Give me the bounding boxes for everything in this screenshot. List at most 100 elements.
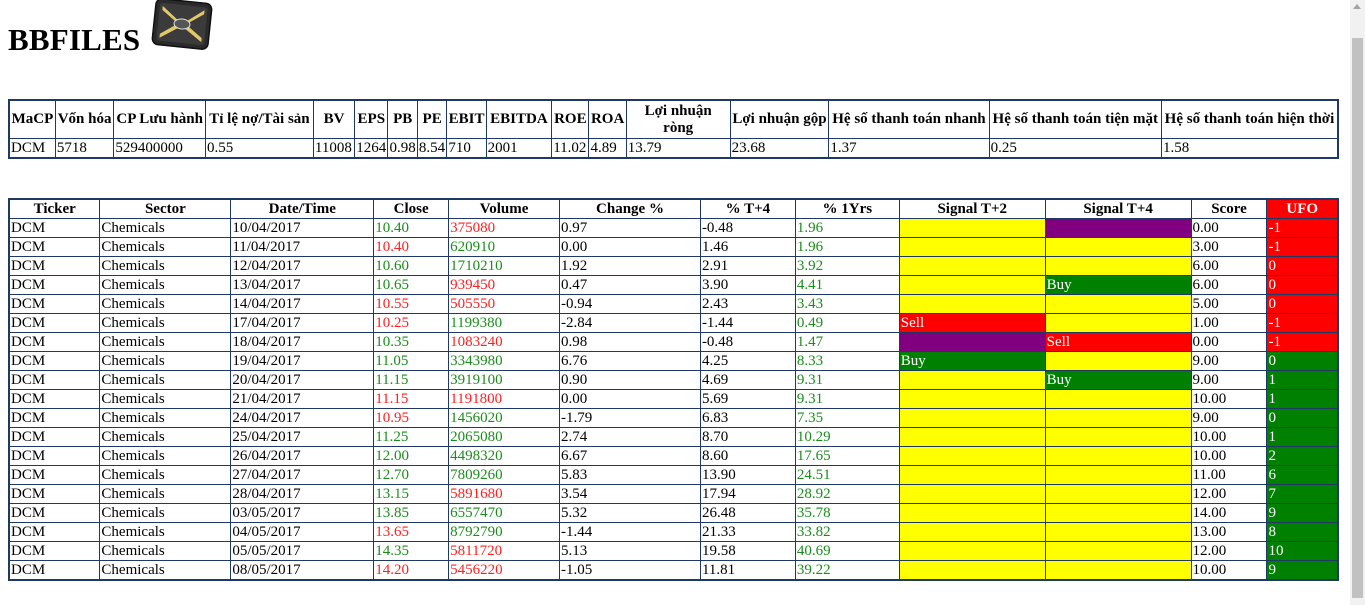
signal-t2-cell: [898, 332, 1046, 352]
ticker-cell: DCM: [8, 218, 101, 238]
column-header: UFO: [1266, 198, 1339, 219]
pct-t4-cell: 2.91: [699, 256, 796, 276]
date-cell: 18/04/2017: [230, 332, 375, 352]
close-cell: 11.15: [373, 389, 450, 409]
info-header-cell: ROE: [551, 99, 590, 139]
ticker-cell: DCM: [8, 275, 101, 295]
date-cell: 17/04/2017: [230, 313, 375, 333]
pct-t4-cell: 8.60: [699, 446, 796, 466]
column-header: Signal T+4: [1044, 198, 1192, 219]
table-row: DCM Chemicals 19/04/2017 11.05 3343980 6.76 4.…: [8, 351, 1339, 371]
pct-t4-cell: -1.44: [699, 313, 796, 333]
pct-t4-cell: 3.90: [699, 275, 796, 295]
volume-cell: 3343980: [448, 351, 561, 371]
sector-cell: Chemicals: [99, 256, 232, 276]
info-value-cell: 0.25: [988, 138, 1162, 159]
signal-t4-cell: [1044, 256, 1192, 276]
site-title: BBFILES: [8, 22, 141, 57]
change-cell: 0.90: [559, 370, 701, 390]
price-history-table: Ticker Sector Date/Time Close Volume Change %…: [8, 198, 1339, 581]
ufo-cell: 6: [1266, 465, 1339, 485]
info-header-cell: EPS: [354, 99, 389, 139]
pct-1yr-cell: 33.82: [794, 522, 900, 542]
score-cell: 10.00: [1190, 560, 1268, 581]
signal-t4-cell: [1044, 313, 1192, 333]
pct-t4-cell: 4.69: [699, 370, 796, 390]
pct-1yr-cell: 7.35: [794, 408, 900, 428]
info-header-cell: Hệ số thanh toán tiện mặt: [988, 99, 1162, 139]
score-cell: 0.00: [1190, 332, 1268, 352]
signal-t4-cell: [1044, 560, 1192, 581]
table-row: DCM Chemicals 28/04/2017 13.15 5891680 3.54 17…: [8, 484, 1339, 504]
signal-t2-cell: [898, 560, 1046, 581]
close-cell: 10.35: [373, 332, 450, 352]
ufo-cell: 9: [1266, 503, 1339, 523]
pct-t4-cell: 1.46: [699, 237, 796, 257]
ticker-cell: DCM: [8, 446, 101, 466]
scroll-thumb[interactable]: [1352, 38, 1363, 598]
date-cell: 28/04/2017: [230, 484, 375, 504]
ticker-cell: DCM: [8, 332, 101, 352]
pct-t4-cell: 19.58: [699, 541, 796, 561]
ticker-cell: DCM: [8, 541, 101, 561]
change-cell: 2.74: [559, 427, 701, 447]
score-cell: 9.00: [1190, 408, 1268, 428]
info-header-cell: Tỉ lệ nợ/Tài sản: [205, 99, 314, 139]
volume-cell: 375080: [448, 218, 561, 238]
change-cell: -0.94: [559, 294, 701, 314]
pct-t4-cell: 6.83: [699, 408, 796, 428]
close-cell: 10.25: [373, 313, 450, 333]
column-header: Close: [373, 198, 450, 219]
sector-cell: Chemicals: [99, 218, 232, 238]
score-cell: 5.00: [1190, 294, 1268, 314]
date-cell: 13/04/2017: [230, 275, 375, 295]
volume-cell: 7809260: [448, 465, 561, 485]
table-row: DCM Chemicals 27/04/2017 12.70 7809260 5.83 13…: [8, 465, 1339, 485]
score-cell: 6.00: [1190, 275, 1268, 295]
column-header: Sector: [99, 198, 232, 219]
info-value-cell: 0.55: [205, 138, 314, 159]
date-cell: 26/04/2017: [230, 446, 375, 466]
date-cell: 20/04/2017: [230, 370, 375, 390]
table-row: DCM Chemicals 10/04/2017 10.40 375080 0.97 -0.…: [8, 218, 1339, 238]
volume-cell: 5891680: [448, 484, 561, 504]
info-header-cell: Vốn hóa: [54, 99, 115, 139]
score-cell: 13.00: [1190, 522, 1268, 542]
pct-1yr-cell: 4.41: [794, 275, 900, 295]
table-row: DCM Chemicals 13/04/2017 10.65 939450 0.47 3.9…: [8, 275, 1339, 295]
pct-1yr-cell: 28.92: [794, 484, 900, 504]
volume-cell: 1199380: [448, 313, 561, 333]
ticker-cell: DCM: [8, 465, 101, 485]
info-value-cell: 1.37: [828, 138, 990, 159]
score-cell: 9.00: [1190, 351, 1268, 371]
close-cell: 10.40: [373, 218, 450, 238]
close-cell: 10.95: [373, 408, 450, 428]
signal-t4-cell: [1044, 465, 1192, 485]
pct-t4-cell: 2.43: [699, 294, 796, 314]
score-cell: 11.00: [1190, 465, 1268, 485]
signal-t2-cell: [898, 427, 1046, 447]
table-row: DCM Chemicals 21/04/2017 11.15 1191800 0.00 5.…: [8, 389, 1339, 409]
pct-t4-cell: 4.25: [699, 351, 796, 371]
date-cell: 10/04/2017: [230, 218, 375, 238]
ticker-cell: DCM: [8, 313, 101, 333]
close-cell: 12.70: [373, 465, 450, 485]
signal-t2-cell: [898, 275, 1046, 295]
close-cell: 14.20: [373, 560, 450, 581]
sector-cell: Chemicals: [99, 332, 232, 352]
column-header: % T+4: [699, 198, 796, 219]
pct-1yr-cell: 8.33: [794, 351, 900, 371]
volume-cell: 1191800: [448, 389, 561, 409]
date-cell: 24/04/2017: [230, 408, 375, 428]
volume-cell: 2065080: [448, 427, 561, 447]
pct-1yr-cell: 35.78: [794, 503, 900, 523]
company-info-table: MaCP Vốn hóa CP Lưu hành Tỉ lệ nợ/Tài sản BV…: [8, 99, 1339, 159]
change-cell: 5.32: [559, 503, 701, 523]
ufo-cell: 9: [1266, 560, 1339, 581]
scroll-up-arrow-icon[interactable]: [1353, 4, 1361, 9]
ticker-cell: DCM: [8, 560, 101, 581]
vertical-scrollbar[interactable]: [1350, 0, 1365, 605]
info-data-row: DCM 5718 529400000 0.55 11008 1264 0.98 8.54 710…: [8, 138, 1339, 159]
data-header-row: Ticker Sector Date/Time Close Volume Change %…: [8, 198, 1339, 219]
pct-t4-cell: -0.48: [699, 332, 796, 352]
